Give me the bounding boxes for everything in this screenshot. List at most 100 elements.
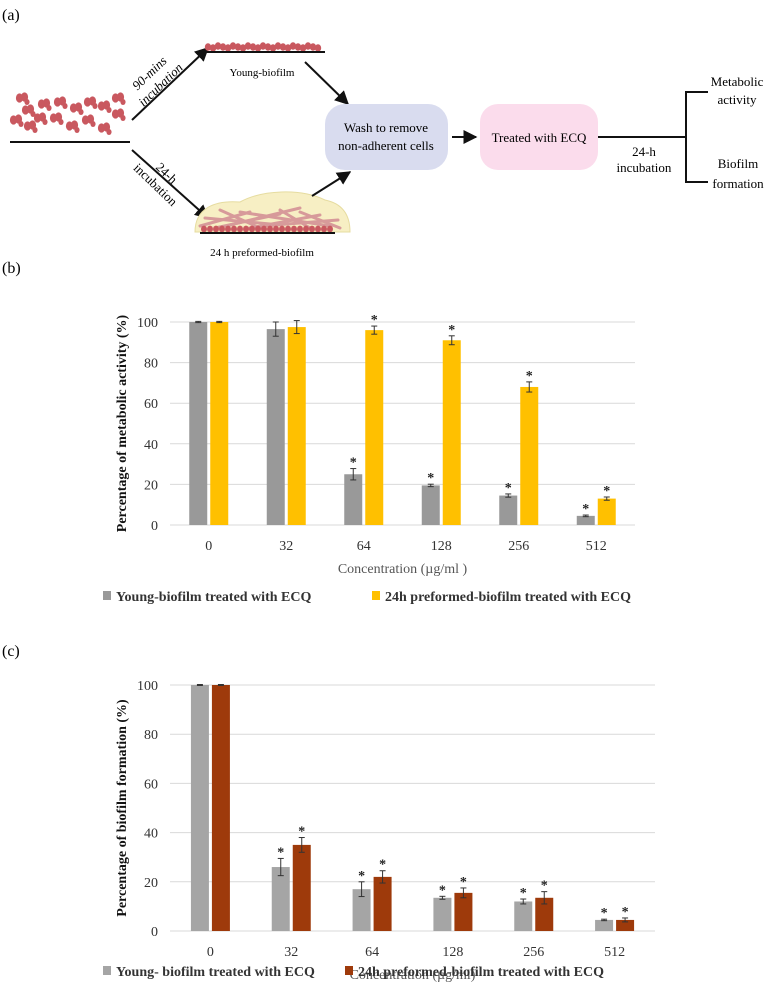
legend-swatch bbox=[372, 591, 380, 600]
young-biofilm-cell bbox=[289, 42, 297, 50]
outcome-biofilm-2: formation bbox=[712, 176, 764, 191]
significance-star: * bbox=[526, 369, 533, 384]
significance-star: * bbox=[505, 481, 512, 496]
x-tick-label: 128 bbox=[431, 539, 452, 554]
young-biofilm-cell bbox=[264, 43, 272, 51]
cell bbox=[65, 120, 80, 133]
preformed-biofilm-cell bbox=[327, 225, 333, 233]
cell bbox=[53, 96, 68, 109]
arrow-to-young-biofilm bbox=[131, 47, 210, 121]
young-biofilm-cell bbox=[204, 43, 212, 51]
outcome-metabolic-1: Metabolic bbox=[711, 74, 764, 89]
significance-star: * bbox=[582, 502, 589, 517]
arrow-young-to-wash bbox=[304, 61, 350, 105]
x-axis-title: Concentration (µg/ml) bbox=[350, 968, 476, 983]
bar bbox=[514, 901, 533, 931]
legend-label: 24h preformed-biofilm treated with ECQ bbox=[358, 965, 604, 980]
treated-box bbox=[480, 104, 598, 170]
preformed-biofilm-cell bbox=[267, 225, 273, 233]
x-axis-title: Concentration (µg/ml ) bbox=[338, 562, 468, 577]
x-tick-label: 32 bbox=[284, 945, 298, 960]
significance-star: * bbox=[371, 313, 378, 328]
arrow-preformed-to-wash bbox=[311, 171, 352, 197]
preformed-biofilm-cell bbox=[231, 225, 237, 233]
cell bbox=[69, 102, 84, 115]
cell bbox=[111, 108, 126, 121]
significance-star: * bbox=[277, 845, 284, 860]
y-axis-title: Percentage of biofilm formation (%) bbox=[115, 699, 130, 917]
panel-b-label: (b) bbox=[2, 260, 21, 277]
x-tick-label: 512 bbox=[604, 945, 625, 960]
preformed-biofilm-cell bbox=[285, 225, 291, 233]
legend-swatch bbox=[103, 966, 111, 975]
significance-star: * bbox=[439, 883, 446, 898]
bar bbox=[576, 515, 595, 525]
significance-star: * bbox=[601, 906, 608, 921]
outcome-biofilm-1: Biofilm bbox=[718, 156, 758, 171]
preformed-biofilm-cell bbox=[309, 225, 315, 233]
legend-swatch bbox=[103, 591, 111, 600]
young-biofilm-cell bbox=[274, 42, 282, 50]
wash-box bbox=[325, 104, 448, 170]
y-tick-label: 100 bbox=[137, 316, 158, 331]
cell bbox=[49, 112, 64, 125]
young-biofilm-cell bbox=[304, 42, 312, 50]
arrow-to-preformed-biofilm bbox=[131, 149, 210, 219]
bar bbox=[595, 919, 614, 931]
bar bbox=[287, 327, 306, 525]
bar bbox=[365, 330, 384, 525]
cell bbox=[97, 122, 112, 135]
biofilm-formation-chart: 0 20 40 60 80 100 0 * * 32 * * 64 * * 128 * * 256 * * 512 Conc… bbox=[103, 679, 655, 983]
preformed-biofilm-cell bbox=[201, 225, 207, 233]
cell bbox=[97, 100, 112, 113]
legend-label: Young-biofilm treated with ECQ bbox=[116, 590, 311, 605]
bar bbox=[211, 685, 230, 931]
hypha bbox=[218, 208, 262, 230]
bar bbox=[189, 322, 208, 525]
bar bbox=[597, 498, 616, 525]
treated-box-text: Treated with ECQ bbox=[492, 130, 587, 145]
bar bbox=[499, 495, 518, 525]
x-tick-label: 0 bbox=[205, 539, 212, 554]
hypha bbox=[203, 216, 272, 226]
bar bbox=[433, 897, 452, 931]
wash-box-line-1: Wash to remove bbox=[344, 120, 428, 135]
preformed-biofilm-cell bbox=[219, 225, 225, 233]
young-biofilm-cell bbox=[224, 44, 232, 52]
young-biofilm-illustration bbox=[204, 42, 325, 53]
significance-star: * bbox=[379, 858, 386, 873]
x-tick-label: 0 bbox=[207, 945, 214, 960]
y-tick-label: 60 bbox=[144, 777, 158, 792]
significance-star: * bbox=[358, 869, 365, 884]
y-tick-label: 40 bbox=[144, 827, 158, 842]
young-biofilm-cell bbox=[284, 44, 292, 52]
y-tick-label: 0 bbox=[151, 519, 158, 534]
cell bbox=[111, 92, 126, 105]
preformed-biofilm-cell bbox=[207, 225, 213, 233]
incubation-label-2: incubation bbox=[617, 160, 672, 175]
preformed-biofilm-cell bbox=[291, 225, 297, 233]
cell bbox=[23, 120, 38, 133]
preformed-biofilm-cell bbox=[225, 225, 231, 233]
x-tick-label: 64 bbox=[357, 539, 371, 554]
bar bbox=[352, 889, 371, 931]
bar bbox=[616, 919, 635, 931]
preformed-biofilm-caption: 24 h preformed-biofilm bbox=[210, 247, 314, 259]
bar bbox=[373, 876, 392, 931]
legend-label: Young- biofilm treated with ECQ bbox=[116, 965, 315, 980]
young-biofilm-cell bbox=[244, 42, 252, 50]
legend-swatch bbox=[345, 966, 353, 975]
bar bbox=[266, 329, 285, 525]
significance-star: * bbox=[350, 456, 357, 471]
cell bbox=[21, 104, 36, 117]
significance-star: * bbox=[622, 905, 629, 920]
significance-star: * bbox=[603, 484, 610, 499]
bar bbox=[210, 322, 229, 525]
preformed-biofilm-cell bbox=[279, 225, 285, 233]
x-tick-label: 128 bbox=[442, 945, 463, 960]
incubation-label-1: 24-h bbox=[632, 144, 656, 159]
preformed-biofilm-cell bbox=[249, 225, 255, 233]
preformed-biofilm-cell bbox=[321, 225, 327, 233]
hypha bbox=[298, 210, 342, 230]
